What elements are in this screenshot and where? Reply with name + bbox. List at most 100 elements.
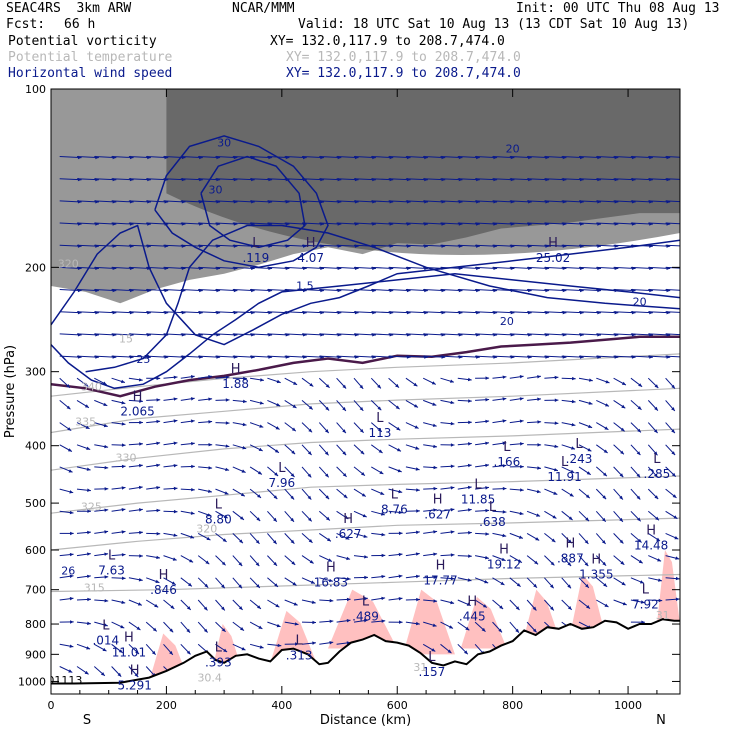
- wind-vector-head-746: [515, 606, 520, 610]
- wind-vector-140: [613, 222, 636, 225]
- wind-vector-182: [94, 266, 117, 269]
- wind-vector-head-563: [467, 485, 472, 490]
- extremum-value-13: .166: [494, 455, 521, 469]
- wind-vector-113: [146, 222, 169, 225]
- wind-vector-head-409: [292, 404, 297, 408]
- wind-vector-21: [423, 156, 446, 159]
- wind-vector-264: [267, 311, 290, 314]
- wind-vector-269: [353, 311, 376, 314]
- wind-vector-179: [665, 244, 680, 247]
- wind-vector-head-438: [173, 419, 178, 423]
- wind-vector-333: [215, 355, 238, 358]
- wind-vector-332: [198, 355, 221, 358]
- wind-vector-212: [613, 266, 636, 269]
- wind-vector-head-387: [537, 375, 541, 379]
- wind-vector-head-575: [672, 494, 677, 498]
- wind-vector-161: [353, 244, 376, 247]
- wind-vector-head-680: [620, 561, 625, 565]
- wind-vector-head-518: [307, 473, 312, 478]
- wind-vector-head-631: [398, 531, 403, 535]
- wind-vector-302: [301, 333, 325, 336]
- wind-vector-head-480: [274, 449, 279, 453]
- wind-vector-278: [509, 311, 532, 314]
- extremum-marker-22: H: [499, 543, 509, 558]
- wind-vector-head-699: [329, 578, 333, 583]
- contour-label-9: 315: [84, 582, 105, 595]
- wind-vector-head-606: [585, 517, 589, 522]
- extremum-marker-26: L: [362, 595, 370, 610]
- extremum-marker-18: L: [108, 549, 116, 564]
- wind-vector-head-721: [87, 597, 91, 602]
- wind-vector-head-514: [241, 469, 246, 473]
- wind-vector-20: [405, 156, 428, 159]
- wind-vector-head-625: [290, 539, 295, 544]
- wind-vector-head-498: [587, 448, 592, 452]
- contour-label-0: 30: [217, 136, 231, 149]
- wind-vector-head-763: [186, 628, 191, 633]
- wind-vector-52: [336, 178, 359, 181]
- wind-vector-26: [509, 156, 532, 159]
- wind-vector-96: [475, 200, 498, 203]
- wind-vector-head-798: [241, 647, 246, 651]
- wind-vector-head-376: [342, 384, 347, 389]
- wind-vector-head-494: [520, 442, 524, 446]
- x-tick-label-600: 600: [387, 699, 408, 712]
- wind-vector-head-598: [450, 508, 455, 512]
- wind-vector-326: [94, 355, 117, 358]
- wind-vector-head-661: [291, 561, 296, 565]
- wind-vector-head-588: [273, 517, 277, 522]
- wind-vector-head-738: [381, 596, 386, 601]
- wind-vector-217: [76, 289, 99, 292]
- wind-vector-141: [630, 222, 653, 225]
- wind-vector-79: [180, 200, 203, 203]
- wind-contour-30: [154, 135, 329, 269]
- contour-label-6: 15: [119, 333, 133, 346]
- wind-vector-347: [457, 355, 480, 358]
- wind-vector-head-693: [221, 584, 225, 589]
- wind-vector-head-694: [238, 584, 242, 589]
- wind-vector-head-516: [274, 472, 279, 476]
- wind-vector-head-748: [550, 606, 554, 611]
- wind-vector-head-415: [395, 405, 400, 410]
- wind-vector-head-530: [520, 465, 524, 469]
- wind-vector-226: [232, 289, 255, 292]
- theta-contour-325: [51, 475, 680, 514]
- wind-vector-head-404: [208, 397, 213, 401]
- wind-vector-357: [630, 355, 653, 358]
- wind-vector-head-360: [66, 384, 70, 388]
- extremum-value-26: .489: [352, 610, 379, 624]
- wind-vector-90: [371, 200, 394, 203]
- wind-vector-head-593: [362, 514, 367, 518]
- wind-vector-head-536: [619, 473, 624, 478]
- wind-vector-head-446: [308, 428, 313, 433]
- wind-vector-322: [648, 333, 671, 336]
- wind-vector-359: [665, 355, 680, 358]
- extremum-marker-21: H: [436, 558, 446, 573]
- wind-vector-head-493: [502, 441, 507, 445]
- wind-vector-184: [128, 266, 151, 269]
- wind-vector-head-421: [502, 397, 507, 401]
- wind-vector-head-383: [467, 377, 472, 382]
- wind-vector-head-716: [621, 581, 626, 586]
- wind-vector-head-444: [275, 426, 280, 430]
- wind-vector-314: [509, 333, 532, 336]
- extremum-marker-24: H: [591, 553, 601, 568]
- wind-vector-head-389: [572, 376, 576, 381]
- wind-vector-162: [371, 244, 394, 247]
- wind-vector-222: [163, 289, 186, 292]
- extremum-marker-6: L: [278, 461, 286, 476]
- wind-vector-307: [388, 333, 411, 336]
- extremum-value-29: 11.01: [112, 646, 146, 660]
- wind-vector-head-689: [155, 579, 160, 583]
- wind-vector-299: [250, 333, 273, 336]
- wind-vector-253: [76, 311, 99, 314]
- extremum-marker-29: H: [124, 631, 134, 646]
- wind-vector-236: [405, 289, 428, 292]
- wind-vector-head-662: [309, 560, 314, 564]
- wind-vector-183: [111, 266, 134, 269]
- wind-vector-6: [163, 156, 186, 159]
- wind-vector-head-732: [275, 603, 280, 608]
- wind-vector-head-373: [293, 381, 298, 385]
- y-tick-label-500: 500: [25, 497, 46, 510]
- wind-vector-head-637: [502, 533, 507, 538]
